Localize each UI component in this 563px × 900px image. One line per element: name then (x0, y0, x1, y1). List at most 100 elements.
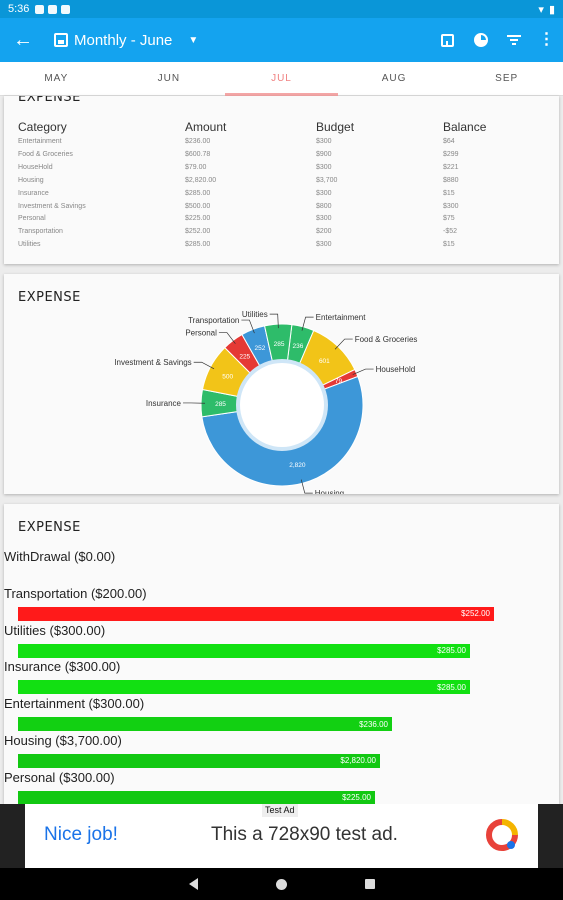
ad-logo-icon (486, 819, 518, 851)
table-cell: Food & Groceries (18, 150, 73, 158)
page-title: Monthly - June (74, 31, 173, 49)
expense-donut-card: EXPENSE 236 Entertainment 601 Food & Grocer… (4, 274, 559, 494)
header-budget: Budget (316, 120, 355, 134)
table-cell: $64 (443, 138, 455, 145)
table-body: Entertainment $236.00 $300 $64 Food & Grocer… (18, 136, 538, 252)
slice-value-label: 79 (335, 378, 343, 385)
table-cell: $300 (316, 189, 332, 197)
tab-aug[interactable]: AUG (381, 73, 407, 84)
donut-hole (240, 363, 324, 447)
table-cell: $3,700 (316, 176, 338, 184)
table-row: Food & Groceries $600.78 $900 $299 (18, 149, 538, 162)
leader-line (334, 338, 353, 350)
ad-body: This a 728x90 test ad. (211, 824, 398, 845)
budget-bar-row[interactable]: Personal ($300.00) $225.00 (4, 770, 559, 804)
leader-line (269, 313, 279, 329)
slice-name-label: Housing (315, 489, 344, 494)
file-notification-icon (61, 4, 71, 14)
tab-sep[interactable]: SEP (495, 73, 519, 84)
expense-table: Category Amount Budget Balance Entertain… (18, 120, 538, 252)
table-cell: $200 (316, 228, 332, 236)
table-cell: $221 (443, 163, 459, 171)
slice-name-label: Personal (185, 329, 217, 338)
header-amount: Amount (185, 120, 227, 134)
table-cell: $252.00 (185, 228, 211, 236)
table-row: Housing $2,820.00 $3,700 $880 (18, 175, 538, 188)
filter-icon (506, 35, 521, 45)
table-cell: HouseHold (18, 163, 53, 171)
table-cell: $800 (316, 202, 332, 210)
table-cell: $285.00 (185, 189, 211, 197)
table-cell: $300 (316, 241, 332, 249)
tab-jun[interactable]: JUN (157, 73, 181, 84)
nav-home-icon[interactable] (275, 878, 287, 890)
filter-button[interactable] (497, 18, 530, 62)
slice-value-label: 225 (239, 354, 250, 361)
month-tabs: MAY JUN JUL AUG SEP (0, 62, 563, 96)
slice-name-label: Investment & Savings (114, 358, 191, 367)
card-title: EXPENSE (18, 290, 81, 305)
slice-name-label: HouseHold (376, 365, 416, 374)
table-cell: $75 (443, 215, 455, 223)
table-cell: Personal (18, 215, 46, 223)
table-row: Personal $225.00 $300 $75 (18, 213, 538, 226)
bar-label: Utilities ($300.00) (4, 622, 106, 638)
table-cell: $15 (443, 241, 455, 249)
table-cell: Investment & Savings (18, 202, 86, 210)
table-cell: Entertainment (18, 138, 62, 145)
table-cell: $500.00 (185, 202, 211, 210)
tab-jul[interactable]: JUL (225, 62, 338, 96)
nav-recents-icon[interactable] (364, 879, 375, 889)
period-selector[interactable]: Monthly - June ▼ (54, 32, 198, 49)
table-cell: $2,820.00 (185, 176, 217, 184)
table-cell: $225.00 (185, 215, 211, 223)
card-title: EXPENSE (18, 520, 81, 535)
table-cell: Utilities (18, 241, 41, 249)
status-time: 5:36 (8, 3, 30, 15)
notification-icons (35, 4, 71, 14)
withdrawal-row: WithDrawal ($0.00) (4, 549, 559, 586)
budget-bar-row[interactable]: Entertainment ($300.00) $236.00 (4, 696, 559, 733)
table-row: Transportation $252.00 $200 -$52 (18, 226, 538, 239)
back-button[interactable]: ← (0, 18, 46, 62)
battery-icon: ▮ (548, 3, 555, 16)
status-bar: 5:36 ▾ ▮ (0, 0, 563, 18)
expense-table-card: EXPENSE Category Amount Budget Balance E… (4, 96, 559, 264)
ad-headline: Nice job! (44, 824, 118, 845)
budget-bar-row[interactable]: Housing ($3,700.00) $2,820.00 (4, 733, 559, 770)
nav-back-icon[interactable] (188, 878, 198, 890)
table-cell: $15 (443, 189, 455, 197)
withdrawal-label: WithDrawal ($0.00) (4, 549, 116, 564)
table-row: HouseHold $79.00 $300 $221 (18, 162, 538, 175)
slice-value-label: 285 (274, 341, 285, 348)
more-options-button[interactable]: ⋮ (530, 18, 563, 62)
budget-bar-row[interactable]: Utilities ($300.00) $285.00 (4, 623, 559, 660)
slice-value-label: 500 (222, 374, 233, 381)
budget-bar-row[interactable]: Transportation ($200.00) $252.00 (4, 586, 559, 623)
budget-bar-row[interactable]: Insurance ($300.00) $285.00 (4, 659, 559, 696)
table-cell: $300 (316, 163, 332, 171)
bar-chart-button[interactable] (431, 18, 464, 62)
bar: $2,820.00 (18, 753, 380, 768)
slice-name-label: Utilities (242, 310, 268, 319)
pie-chart-button[interactable] (464, 18, 497, 62)
bar: $225.00 (18, 790, 375, 804)
table-row: Entertainment $236.00 $300 $64 (18, 136, 538, 149)
table-cell: $600.78 (185, 150, 211, 158)
slice-value-label: 601 (319, 358, 330, 365)
leader-line (241, 319, 255, 334)
test-ad-badge: Test Ad (262, 804, 298, 817)
app-bar: ← Monthly - June ▼ ⋮ (0, 18, 563, 62)
ad-banner[interactable]: Nice job! This a 728x90 test ad. Test Ad (0, 804, 563, 868)
table-cell: $285.00 (185, 241, 211, 249)
tab-may[interactable]: MAY (44, 73, 69, 84)
leader-line (301, 316, 314, 331)
table-cell: $299 (443, 150, 459, 158)
slice-value-label: 252 (255, 345, 266, 352)
table-row: Utilities $285.00 $300 $15 (18, 239, 538, 252)
bar: $252.00 (18, 606, 494, 621)
expense-donut-chart[interactable]: 236 Entertainment 601 Food & Groceries 79 Hou… (4, 274, 559, 494)
table-cell: $880 (443, 176, 459, 184)
slice-value-label: 2,820 (289, 462, 306, 469)
table-row: Insurance $285.00 $300 $15 (18, 188, 538, 201)
